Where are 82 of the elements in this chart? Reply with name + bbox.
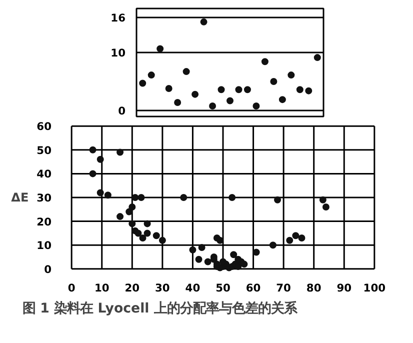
y-tick-label: 10 bbox=[36, 239, 52, 252]
point bbox=[180, 194, 188, 201]
point bbox=[158, 236, 166, 244]
point bbox=[138, 194, 145, 201]
point bbox=[152, 232, 160, 240]
point bbox=[240, 260, 248, 268]
point bbox=[134, 230, 142, 237]
x-tick-label: 0 bbox=[68, 282, 76, 294]
point bbox=[139, 80, 146, 87]
y-tick-label: 0 bbox=[44, 262, 52, 276]
point bbox=[144, 230, 151, 237]
point bbox=[148, 72, 155, 79]
y-tick-label: 0 bbox=[118, 104, 126, 118]
point bbox=[144, 220, 151, 228]
point bbox=[104, 192, 112, 199]
y-tick-label: 10 bbox=[110, 46, 126, 60]
point bbox=[234, 263, 242, 270]
point bbox=[322, 204, 330, 211]
point bbox=[204, 258, 212, 266]
point bbox=[128, 204, 136, 211]
point bbox=[252, 102, 260, 110]
point bbox=[116, 148, 124, 156]
x-tick-label: 100 bbox=[363, 282, 386, 294]
point bbox=[278, 96, 286, 104]
point bbox=[182, 68, 190, 76]
y-tick-label: 50 bbox=[36, 144, 52, 157]
x-tick-label: 20 bbox=[124, 282, 140, 294]
point bbox=[228, 194, 236, 201]
point bbox=[89, 146, 96, 154]
point bbox=[234, 256, 242, 263]
point bbox=[296, 86, 304, 94]
point bbox=[126, 208, 133, 216]
point bbox=[292, 232, 300, 240]
text: 图 1 染料在 Lyocell 上的分配率与色差的关系 bbox=[22, 300, 298, 316]
point bbox=[195, 256, 202, 263]
y-tick-label: 60 bbox=[36, 120, 52, 134]
point bbox=[198, 244, 206, 251]
x-tick-label: 40 bbox=[185, 282, 200, 294]
x-tick-label: 60 bbox=[246, 282, 261, 294]
point bbox=[116, 213, 124, 220]
y-tick-label: 30 bbox=[36, 192, 52, 204]
point bbox=[156, 45, 164, 52]
point bbox=[235, 86, 242, 94]
point bbox=[298, 234, 306, 242]
point bbox=[96, 156, 104, 163]
y-tick-label: 20 bbox=[36, 215, 52, 228]
point bbox=[128, 220, 136, 228]
x-tick-label: 70 bbox=[276, 282, 291, 294]
x-tick-label: 90 bbox=[336, 282, 352, 294]
point bbox=[165, 84, 172, 92]
x-tick-label: 80 bbox=[306, 282, 322, 294]
point bbox=[305, 87, 312, 94]
point bbox=[96, 189, 104, 196]
y-axis-title: ΔE bbox=[11, 190, 29, 204]
point bbox=[314, 54, 321, 62]
point bbox=[288, 72, 295, 79]
point bbox=[139, 234, 146, 242]
point bbox=[230, 251, 238, 258]
point bbox=[286, 236, 294, 244]
point bbox=[252, 248, 260, 256]
point bbox=[174, 98, 182, 106]
point bbox=[89, 170, 96, 178]
point bbox=[189, 246, 196, 254]
point bbox=[220, 258, 226, 266]
point bbox=[244, 86, 251, 94]
point bbox=[216, 236, 224, 244]
point bbox=[192, 90, 199, 98]
point bbox=[209, 102, 216, 110]
point bbox=[269, 242, 276, 249]
point bbox=[261, 58, 268, 66]
y-tick-label: 16 bbox=[110, 11, 126, 24]
point bbox=[200, 18, 208, 26]
point bbox=[226, 97, 234, 104]
point bbox=[218, 86, 225, 94]
point bbox=[274, 196, 282, 204]
point bbox=[132, 194, 139, 201]
point bbox=[319, 196, 326, 204]
x-tick-label: 50 bbox=[216, 282, 230, 294]
point bbox=[270, 78, 278, 85]
y-tick-label: 40 bbox=[36, 168, 52, 181]
x-tick-label: 30 bbox=[155, 282, 170, 294]
x-tick-label: 10 bbox=[94, 282, 110, 294]
